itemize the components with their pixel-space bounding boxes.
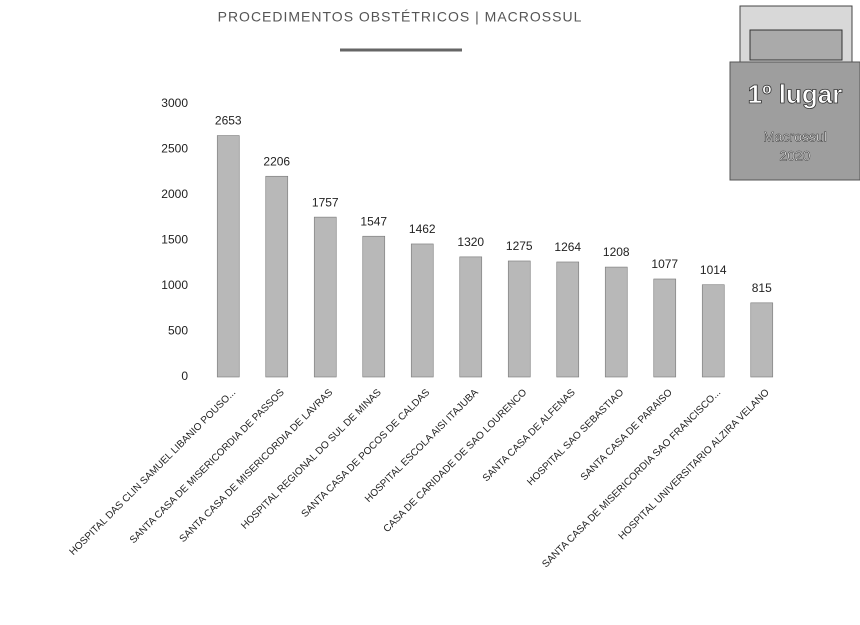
data-label: 1275 [506, 239, 533, 253]
building-facade [749, 29, 843, 61]
badge-region: Macrossul [763, 129, 827, 145]
data-label: 1462 [409, 222, 436, 236]
bar [701, 284, 725, 378]
chart-title: PROCEDIMENTOS OBSTÉTRICOS | MACROSSUL [218, 9, 583, 25]
y-tick-label: 2500 [161, 142, 188, 156]
x-tick-label: SANTA CASA DE MISERICORDIA SAO FRANCISCO… [540, 387, 723, 570]
data-label: 1264 [554, 240, 581, 254]
data-label: 1547 [360, 214, 387, 228]
data-label: 815 [752, 281, 772, 295]
badge-year: 2020 [779, 148, 810, 164]
data-label: 1014 [700, 263, 727, 277]
bar [556, 261, 580, 378]
y-tick-label: 3000 [161, 96, 188, 110]
bar [653, 278, 677, 378]
bar [313, 216, 337, 378]
data-label: 2653 [215, 114, 242, 128]
data-label: 1208 [603, 245, 630, 259]
data-label: 1757 [312, 195, 339, 209]
bar [750, 302, 774, 378]
badge-box [729, 61, 860, 181]
y-tick-label: 1000 [161, 278, 188, 292]
bar [362, 235, 386, 378]
x-tick-label: HOSPITAL DAS CLIN SAMUEL LIBANIO POUSO..… [68, 387, 239, 558]
bar [459, 256, 483, 378]
y-tick-label: 2000 [161, 187, 188, 201]
bar [410, 243, 434, 378]
bar [265, 175, 289, 378]
badge: 1º lugar Macrossul 2020 [729, 5, 860, 181]
y-tick-label: 500 [168, 324, 188, 338]
x-tick-label: HOSPITAL SAO SEBASTIAO [525, 387, 626, 488]
bar [216, 135, 240, 378]
bar [604, 266, 628, 378]
x-tick-label: SANTA CASA DE ALFENAS [481, 387, 578, 484]
bar [507, 260, 531, 378]
data-label: 1077 [651, 257, 678, 271]
data-label: 1320 [457, 235, 484, 249]
x-tick-label: SANTA CASA DE PARAISO [579, 387, 675, 483]
badge-rank: 1º lugar [748, 79, 843, 109]
data-label: 2206 [263, 154, 290, 168]
y-tick-label: 0 [181, 369, 188, 383]
y-tick-label: 1500 [161, 233, 188, 247]
